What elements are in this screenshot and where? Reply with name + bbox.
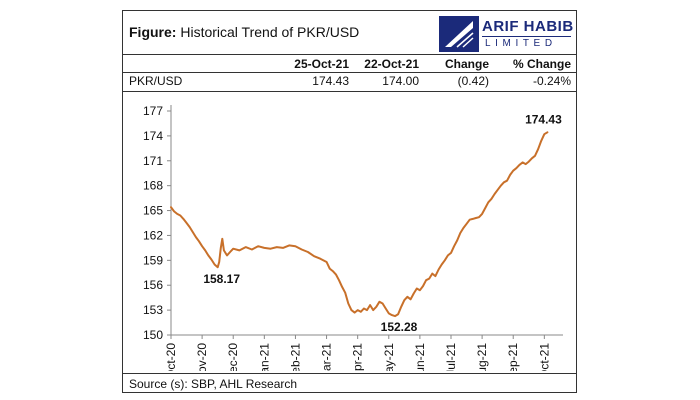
x-tick-label: Jan-21	[257, 343, 271, 371]
figure-title-text: Historical Trend of PKR/USD	[180, 24, 360, 40]
y-tick-label: 153	[143, 303, 163, 317]
table-bottom-rule	[123, 91, 576, 92]
logo-subtitle: LIMITED	[485, 38, 557, 49]
company-logo: ARIF HABIB LIMITED	[439, 16, 574, 52]
x-tick-label: Sep-21	[506, 343, 520, 371]
data-label: 174.43	[525, 112, 562, 126]
row-label: PKR/USD	[129, 74, 183, 88]
table-header-rule	[123, 72, 576, 73]
value-pct-change: -0.24%	[532, 74, 571, 88]
logo-divider	[482, 36, 571, 37]
source-note: Source (s): SBP, AHL Research	[129, 377, 298, 391]
x-tick-label: Dec-20	[226, 343, 240, 371]
data-label: 158.17	[203, 272, 240, 286]
y-tick-label: 159	[143, 253, 163, 267]
col-header-pct-change: % Change	[512, 57, 571, 71]
pkr-usd-series-line	[170, 131, 549, 318]
value-25oct: 174.43	[312, 74, 349, 88]
pkr-usd-chart: 150 153 156 159 162 165 168 171 174 177 Oct-20 Nov-…	[143, 104, 563, 371]
value-22oct: 174.00	[382, 74, 419, 88]
x-tick-label: Feb-21	[288, 343, 302, 371]
x-tick-label: Oct-20	[164, 343, 178, 371]
data-label: 152.28	[381, 320, 418, 334]
x-tick-label: May-21	[382, 343, 396, 371]
logo-triangle-icon	[439, 16, 479, 52]
header-rule	[123, 54, 576, 55]
x-tick-label: Jul-21	[444, 343, 458, 371]
value-change: (0.42)	[457, 74, 489, 88]
x-tick-label: Nov-20	[195, 343, 209, 371]
figure-frame: Figure: Historical Trend of PKR/USD ARIF…	[122, 10, 577, 393]
col-header-change: Change	[444, 57, 489, 71]
x-tick-label: Aug-21	[475, 343, 489, 371]
y-tick-label: 171	[143, 154, 163, 168]
x-tick-label: Mar-21	[320, 343, 334, 371]
col-header-22oct: 22-Oct-21	[364, 57, 419, 71]
y-tick-label: 165	[143, 204, 163, 218]
figure-title: Figure: Historical Trend of PKR/USD	[129, 24, 359, 40]
x-tick-label: Oct-21	[537, 343, 551, 371]
y-tick-label: 150	[143, 328, 163, 342]
col-header-25oct: 25-Oct-21	[294, 57, 349, 71]
y-tick-label: 177	[143, 104, 163, 118]
y-tick-label: 156	[143, 278, 163, 292]
y-tick-label: 162	[143, 228, 163, 242]
y-tick-label: 174	[143, 129, 163, 143]
figure-label: Figure:	[129, 24, 177, 40]
source-rule	[123, 373, 576, 374]
y-tick-label: 168	[143, 179, 163, 193]
x-tick-label: Jun-21	[413, 343, 427, 371]
x-tick-label: Apr-21	[351, 343, 365, 371]
logo-name: ARIF HABIB	[482, 18, 574, 35]
